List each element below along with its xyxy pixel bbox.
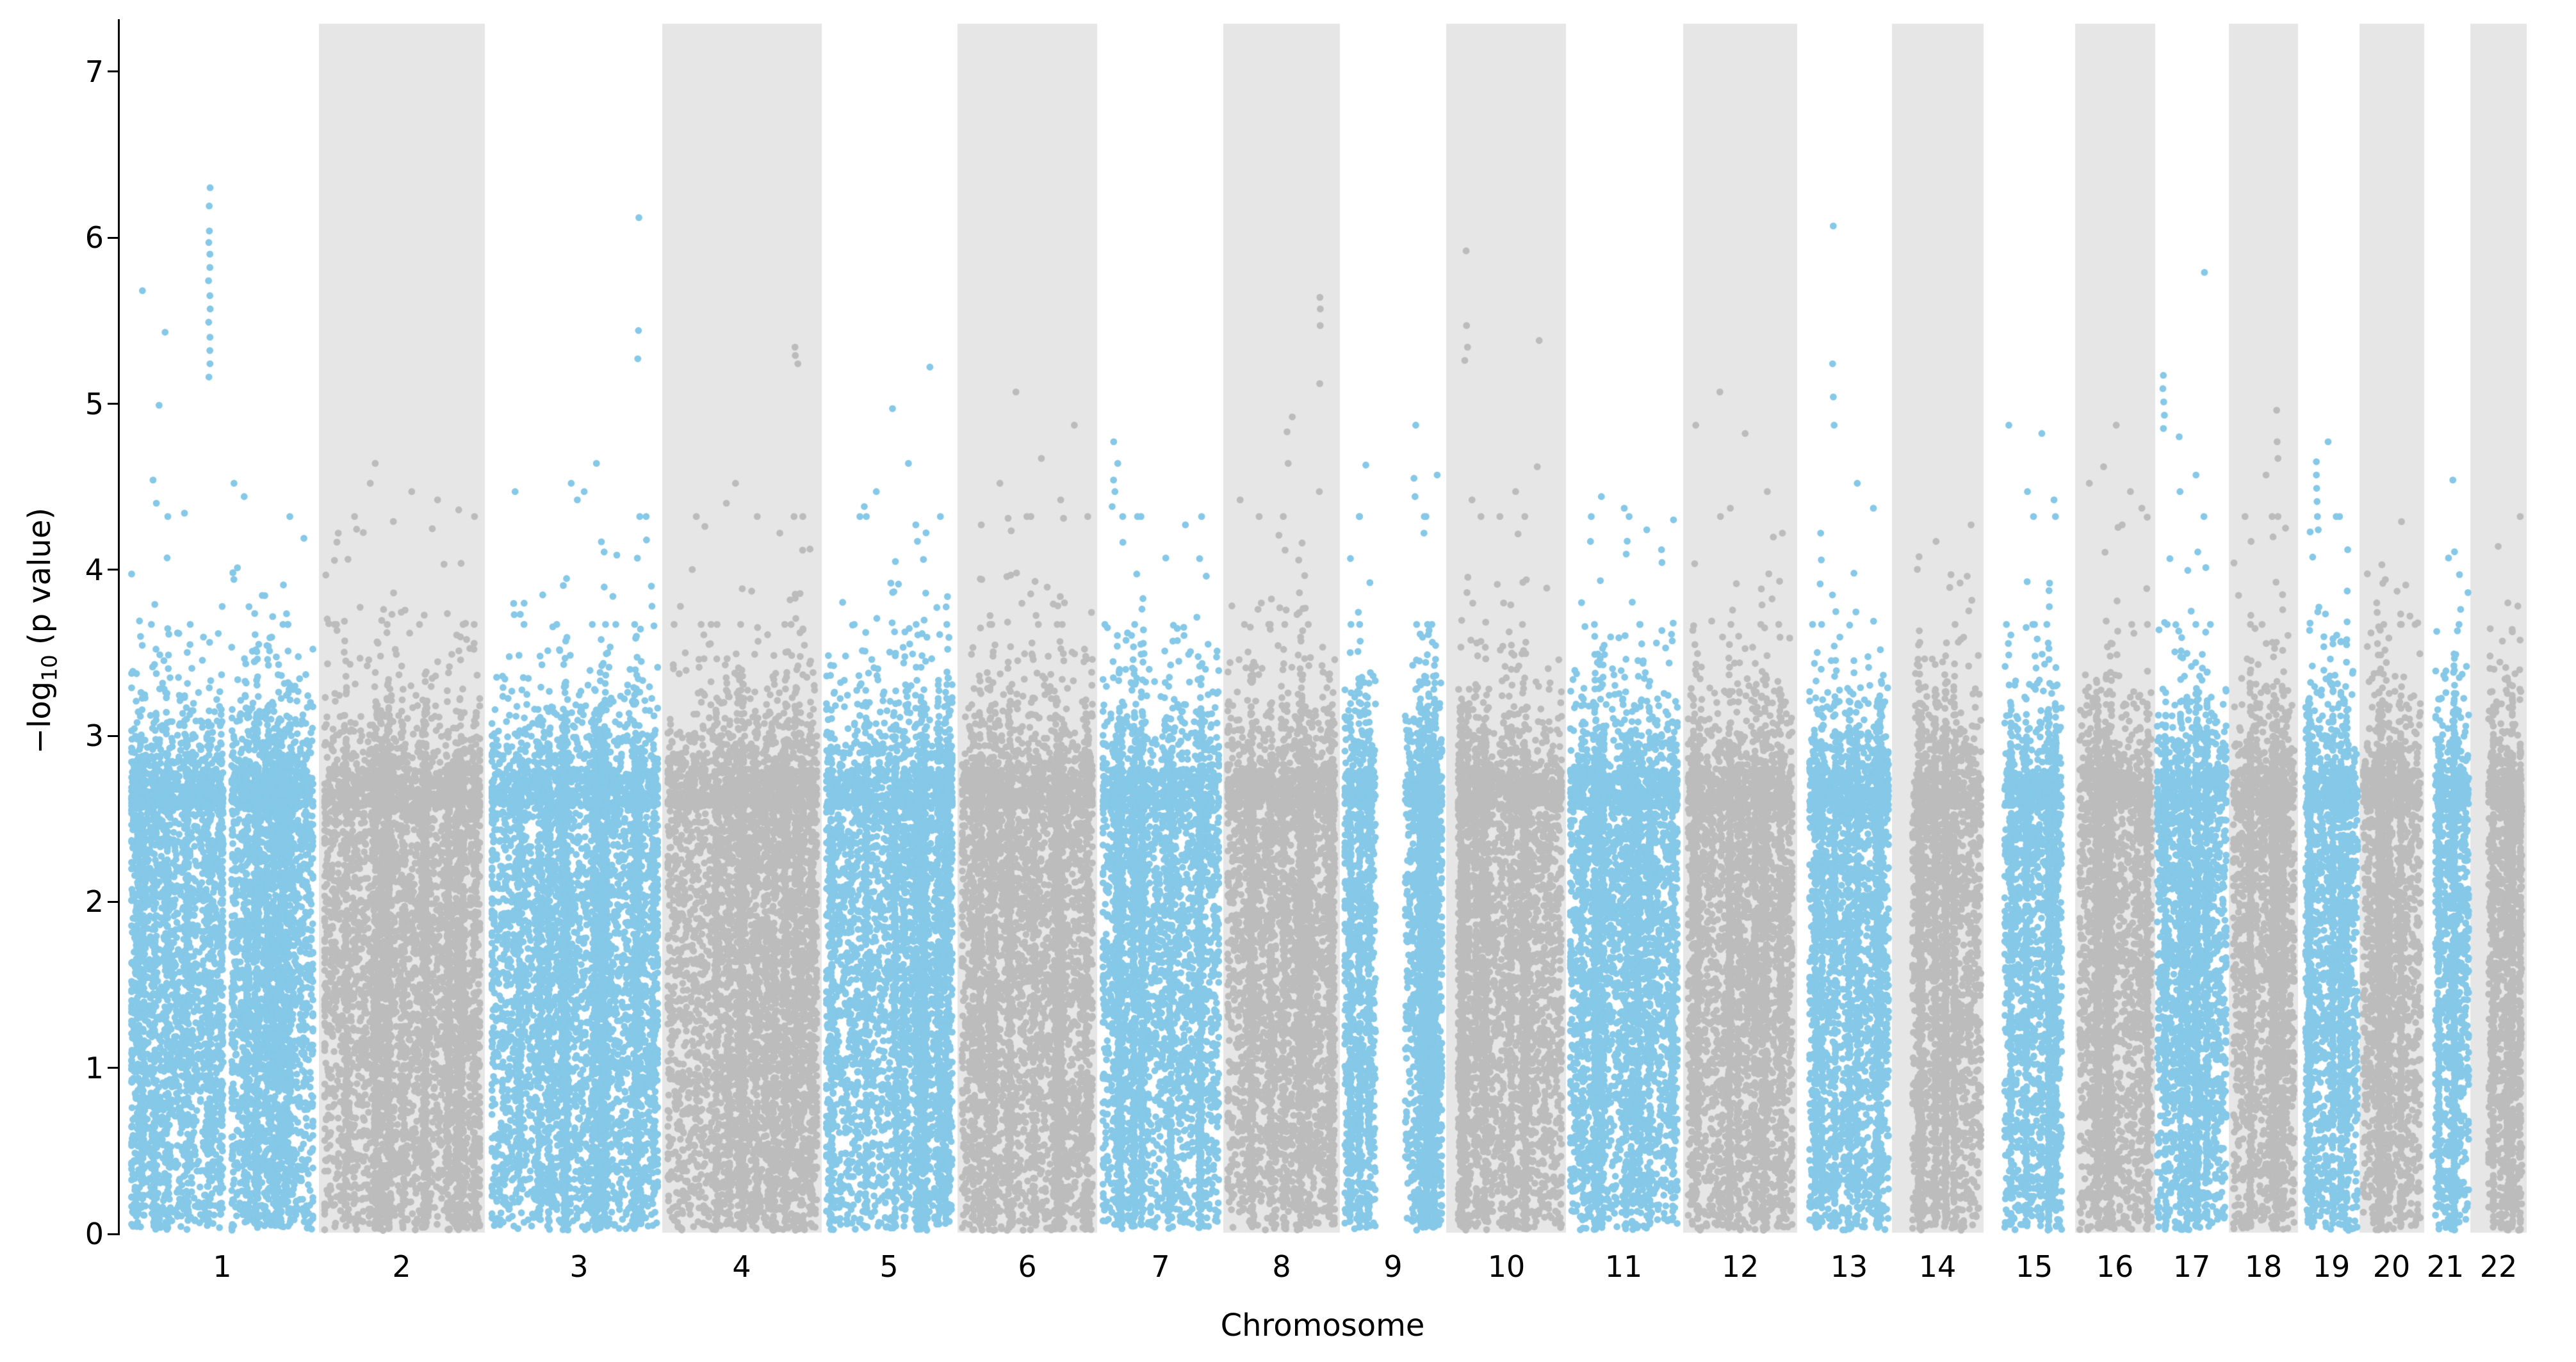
x-axis-label: Chromosome <box>1220 1308 1425 1343</box>
y-axis-spine <box>118 19 120 1235</box>
chromosome-16-label: 16 <box>2096 1249 2134 1284</box>
chromosome-2-label: 2 <box>392 1249 411 1284</box>
chromosome-18-label: 18 <box>2244 1249 2283 1284</box>
y-tick-mark <box>108 70 118 73</box>
y-axis-label-subscript: 10 <box>37 654 62 681</box>
y-tick-label: 4 <box>85 552 104 587</box>
y-tick-mark <box>108 900 118 903</box>
chromosome-3-label: 3 <box>569 1249 589 1284</box>
chromosome-6-label: 6 <box>1018 1249 1037 1284</box>
y-tick-label: 7 <box>85 54 104 89</box>
chromosome-5-label: 5 <box>879 1249 899 1284</box>
y-tick-label: 0 <box>85 1217 104 1251</box>
chromosome-1-label: 1 <box>213 1249 232 1284</box>
y-tick-label: 2 <box>85 884 104 920</box>
chromosome-8-label: 8 <box>1272 1249 1291 1284</box>
chromosome-14-label: 14 <box>1918 1249 1957 1284</box>
chromosome-7-label: 7 <box>1151 1249 1170 1284</box>
y-tick-mark <box>108 569 118 571</box>
chromosome-15-label: 15 <box>2015 1249 2053 1284</box>
y-tick-label: 6 <box>85 220 104 255</box>
y-tick-label: 5 <box>85 386 104 421</box>
y-tick-mark <box>108 1233 118 1235</box>
chromosome-4-label: 4 <box>732 1249 751 1284</box>
y-tick-label: 3 <box>85 718 104 754</box>
chromosome-17-label: 17 <box>2172 1249 2211 1284</box>
y-tick-mark <box>108 1067 118 1069</box>
y-tick-mark <box>108 403 118 405</box>
chromosome-21-label: 21 <box>2426 1249 2465 1284</box>
chromosome-13-label: 13 <box>1830 1249 1868 1284</box>
chromosome-22-label: 22 <box>2479 1249 2518 1284</box>
y-axis-label-prefix: −log <box>22 681 58 754</box>
y-tick-mark <box>108 734 118 737</box>
y-axis-label-suffix: (p value) <box>22 507 58 655</box>
y-axis-label: −log10 (p value) <box>19 375 62 887</box>
y-tick-mark <box>108 236 118 239</box>
chromosome-19-label: 19 <box>2312 1249 2351 1284</box>
y-tick-label: 1 <box>85 1050 104 1085</box>
chromosome-11-label: 11 <box>1604 1249 1643 1284</box>
chromosome-20-label: 20 <box>2372 1249 2411 1284</box>
chromosome-12-label: 12 <box>1721 1249 1759 1284</box>
chromosome-10-label: 10 <box>1487 1249 1526 1284</box>
chromosome-9-label: 9 <box>1383 1249 1403 1284</box>
